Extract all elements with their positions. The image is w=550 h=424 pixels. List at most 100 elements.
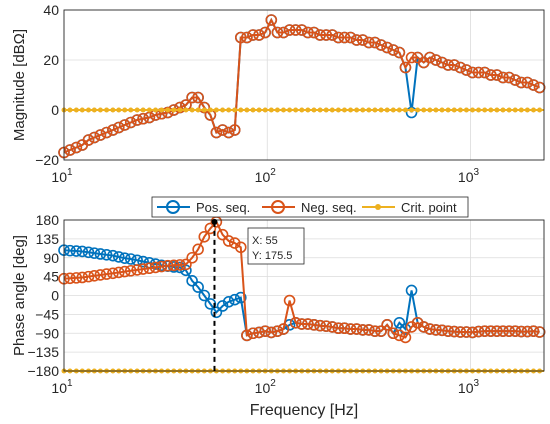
point-neg-seq (533, 326, 546, 338)
point-neg-seq (326, 29, 339, 41)
y-tick-label: 40 (43, 2, 59, 18)
point-neg-seq (521, 76, 534, 89)
point-neg-seq (503, 71, 515, 84)
point-crit-point (445, 107, 451, 113)
x-tick-label: 101 (51, 378, 73, 396)
point-neg-seq (112, 121, 125, 134)
point-neg-seq (381, 319, 393, 331)
point-neg-seq (234, 31, 247, 44)
point-pos-seq (112, 251, 125, 263)
point-crit-point (110, 107, 116, 113)
point-crit-point (469, 107, 475, 113)
point-neg-seq (277, 26, 290, 39)
point-neg-seq (399, 61, 412, 74)
point-crit-point (153, 107, 159, 113)
point-neg-seq (424, 51, 436, 64)
point-crit-point (97, 107, 103, 113)
point-crit-point (476, 107, 482, 113)
point-pos-seq (405, 284, 418, 297)
point-crit-point (537, 107, 543, 113)
point-neg-seq (320, 320, 332, 332)
point-neg-seq (100, 126, 113, 139)
point-crit-point (384, 107, 390, 113)
point-neg-seq (308, 26, 320, 39)
point-neg-seq (289, 316, 302, 329)
x-tick-label: 102 (255, 167, 277, 185)
legend-label-neg-seq: Neg. seq. (301, 200, 357, 215)
point-neg-seq (234, 241, 247, 254)
point-crit-point (134, 107, 140, 113)
point-neg-seq (149, 261, 162, 274)
point-crit-point (104, 107, 110, 113)
point-neg-seq (241, 31, 253, 44)
y-tick-label: 0 (51, 102, 59, 118)
point-crit-point (512, 107, 518, 113)
point-neg-seq (88, 269, 101, 282)
point-neg-seq (344, 31, 357, 44)
legend-item-pos-seq: Pos. seq. (157, 200, 250, 215)
point-neg-seq (216, 228, 229, 241)
legend-marker-crit-point (375, 204, 381, 210)
point-neg-seq (326, 321, 339, 333)
point-neg-seq (314, 29, 326, 41)
point-neg-seq (350, 323, 363, 335)
point-neg-seq (430, 324, 442, 336)
point-neg-seq (204, 222, 217, 235)
point-crit-point (238, 107, 244, 113)
point-neg-seq (472, 66, 485, 79)
point-crit-point (207, 107, 213, 113)
point-neg-seq (454, 61, 467, 74)
point-neg-seq (509, 74, 522, 86)
legend-label-pos-seq: Pos. seq. (196, 200, 250, 215)
point-crit-point (463, 107, 469, 113)
point-pos-seq (198, 289, 211, 302)
point-neg-seq (161, 259, 174, 272)
point-neg-seq (228, 124, 241, 136)
point-crit-point (293, 107, 299, 113)
point-crit-point (189, 107, 195, 113)
point-crit-point (524, 107, 530, 113)
point-neg-seq (405, 51, 418, 64)
point-neg-seq (143, 262, 156, 275)
point-neg-seq (375, 325, 387, 337)
point-crit-point (402, 107, 408, 113)
point-crit-point (378, 107, 384, 113)
point-crit-point (220, 107, 226, 113)
y-axis-label: Magnitude [dBΩ] (11, 29, 28, 141)
y-tick-label: 180 (36, 212, 60, 228)
point-neg-seq (253, 326, 265, 339)
y-tick-label: 45 (43, 269, 59, 285)
point-neg-seq (64, 144, 76, 156)
point-crit-point (506, 107, 512, 113)
point-neg-seq (436, 324, 448, 337)
point-neg-seq (381, 41, 393, 54)
point-neg-seq (222, 126, 235, 139)
y-tick-label: −180 (27, 363, 59, 379)
point-neg-seq (344, 323, 357, 335)
data-tip-marker (211, 218, 218, 225)
point-pos-seq (393, 316, 406, 329)
point-crit-point (86, 107, 92, 113)
point-neg-seq (387, 44, 400, 56)
point-crit-point (433, 107, 439, 113)
point-neg-seq (289, 24, 302, 36)
point-crit-point (226, 107, 232, 113)
point-neg-seq (94, 269, 107, 281)
point-neg-seq (417, 321, 430, 333)
point-pos-seq (82, 246, 95, 259)
point-crit-point (262, 107, 268, 113)
data-tip[interactable]: X: 55 Y: 175.5 (211, 218, 305, 371)
point-neg-seq (478, 66, 491, 79)
point-neg-seq (247, 29, 259, 41)
point-neg-seq (137, 263, 149, 275)
point-neg-seq (363, 324, 375, 336)
point-crit-point (177, 107, 183, 113)
point-crit-point (341, 107, 347, 113)
point-neg-seq (387, 327, 400, 340)
point-crit-point (232, 107, 238, 113)
point-pos-seq (70, 245, 83, 257)
point-neg-seq (118, 265, 131, 278)
y-tick-label: −90 (35, 325, 59, 341)
point-crit-point (91, 107, 97, 113)
point-crit-point (171, 107, 177, 113)
